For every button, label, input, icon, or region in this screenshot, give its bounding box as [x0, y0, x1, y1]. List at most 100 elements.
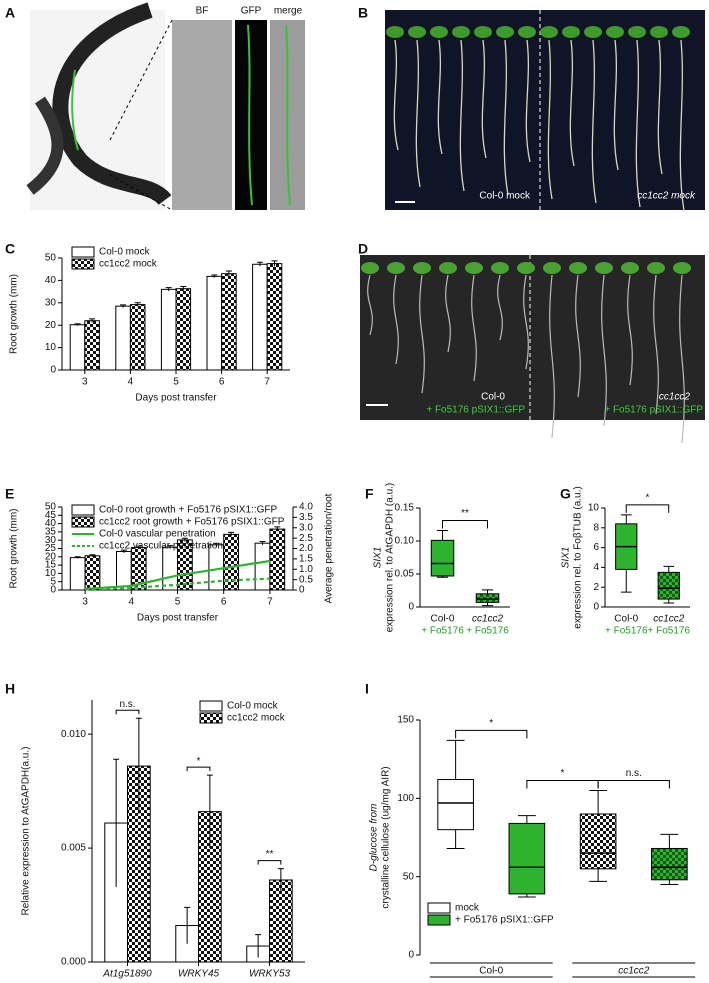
y2-tick-label: 3.0	[299, 522, 313, 533]
y-tick-label: 30	[45, 535, 57, 546]
x-tick-label: At1g51890	[102, 969, 152, 980]
y2-tick-label: 0.5	[299, 574, 313, 585]
leaf	[621, 262, 639, 274]
y-tick-label: 50	[403, 871, 415, 882]
legend-swatch	[427, 914, 451, 926]
x-tick-label: 5	[173, 377, 179, 388]
y-axis-label: SIX1	[373, 547, 384, 569]
error-bar	[256, 261, 263, 267]
y-tick-label: 40	[45, 275, 57, 286]
box	[508, 822, 546, 895]
y-tick-label: 40	[45, 518, 57, 529]
y-tick-label: 10	[45, 568, 57, 579]
y-tick-label: 4	[593, 562, 599, 573]
box	[475, 593, 500, 603]
y-tick-label: 0.005	[61, 843, 86, 854]
photo-b	[385, 10, 705, 210]
legend-label: + Fo5176 pSIX1::GFP	[455, 915, 554, 926]
x-tick-label: cc1cc2	[472, 614, 504, 625]
leaf	[386, 26, 404, 38]
y-tick-label: 10	[588, 503, 600, 514]
x-tick-label: + Fo5176	[421, 626, 464, 637]
x-tick-label: + Fo5176	[466, 626, 509, 637]
root	[419, 274, 425, 394]
leaf	[465, 262, 483, 274]
whisker-high	[481, 589, 494, 594]
y-axis-label: Root growth (mm)	[9, 508, 20, 588]
root	[679, 39, 685, 212]
leaf	[540, 26, 558, 38]
root	[437, 39, 443, 155]
x-axis-label: Days post transfer	[137, 613, 219, 624]
error-bar	[255, 934, 262, 958]
box	[430, 539, 455, 577]
significance-label: n.s.	[119, 699, 135, 710]
gfp-signal	[71, 69, 79, 151]
y-tick-label: 0	[50, 365, 56, 376]
error-bar	[89, 554, 96, 557]
error-bar	[213, 542, 220, 547]
significance-label: *	[197, 756, 201, 767]
root	[525, 39, 531, 163]
line-series	[85, 577, 270, 591]
y-tick-label: 45	[45, 510, 57, 521]
legend-label: cc1cc2 root growth + Fo5176 pSIX1::GFP	[99, 517, 285, 528]
x-tick-label: 3	[82, 377, 88, 388]
root	[393, 274, 399, 365]
legend-swatch	[199, 700, 223, 712]
error-bar	[206, 774, 213, 849]
legend-label: Col-0 vascular penetration	[99, 529, 216, 540]
error-bar	[135, 545, 142, 549]
x-tick-label: cc1cc2	[653, 614, 685, 625]
legend-label: mock	[455, 903, 480, 914]
y-tick-label: 20	[45, 551, 57, 562]
whisker-high	[660, 833, 679, 849]
leaf	[491, 262, 509, 274]
leaf	[439, 262, 457, 274]
root	[415, 39, 421, 188]
bar	[69, 324, 86, 371]
legend-swatch	[71, 516, 95, 528]
group-label: Col-0	[479, 966, 503, 977]
leaf	[413, 262, 431, 274]
leaf	[496, 26, 514, 38]
leaf	[628, 26, 646, 38]
photo-layer	[26, 2, 705, 444]
y-tick-label: 0	[50, 585, 56, 596]
panel-label: A	[5, 5, 15, 21]
significance-bracket	[442, 519, 488, 529]
error-bar	[120, 549, 127, 553]
root	[503, 39, 509, 196]
leaf	[606, 26, 624, 38]
y2-tick-label: 1.0	[299, 564, 313, 575]
whisker-high	[620, 514, 632, 524]
y-tick-label: 150	[397, 715, 414, 726]
leaf	[672, 26, 690, 38]
box	[437, 779, 474, 831]
error-bar	[135, 717, 142, 814]
root	[549, 274, 555, 439]
y-tick-label: 30	[45, 297, 57, 308]
legend-label: cc1cc2 vascular penetration	[99, 541, 223, 552]
leaf	[517, 262, 535, 274]
leaf	[595, 262, 613, 274]
error-bar	[271, 260, 278, 267]
bar	[269, 528, 286, 591]
y2-tick-label: 2.0	[299, 543, 313, 554]
leaf	[584, 26, 602, 38]
whisker-high	[589, 790, 608, 814]
y-tick-label: 50	[45, 253, 57, 264]
root	[445, 274, 451, 353]
root	[657, 39, 663, 175]
x-tick-label: + Fo5176	[605, 626, 648, 637]
significance-bracket	[526, 780, 599, 789]
x-tick-label: 5	[175, 597, 181, 608]
error-bar	[167, 545, 174, 549]
root	[497, 274, 503, 341]
y-axis-label: Relative expression to AtGAPDH(a.u.)	[21, 747, 32, 916]
whisker-high	[436, 529, 449, 541]
box	[657, 571, 680, 600]
line-series	[85, 559, 271, 591]
y-tick-label: 0.05	[395, 569, 415, 580]
